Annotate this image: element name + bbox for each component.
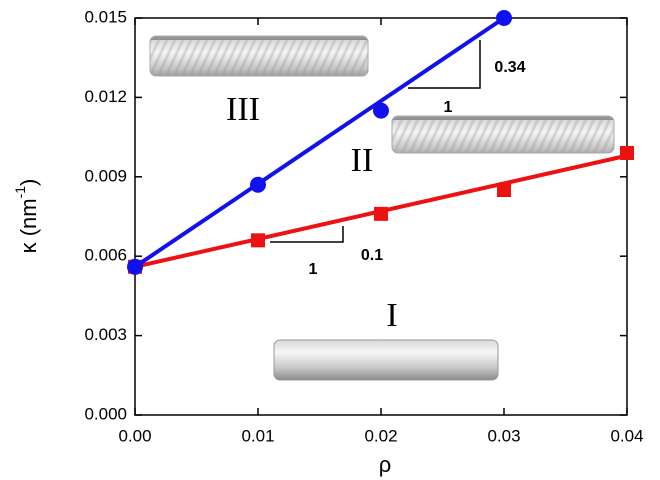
marker: [250, 177, 266, 193]
x-axis-label: ρ: [379, 452, 392, 477]
y-tick-label: 0.000: [84, 404, 127, 423]
y-tick-label: 0.012: [84, 87, 127, 106]
y-label-end: ): [16, 179, 41, 186]
marker: [374, 207, 388, 221]
page: {"chart_data": {"type": "line", "x_label…: [0, 0, 660, 480]
y-tick-label: 0.003: [84, 325, 127, 344]
annotation: III: [226, 91, 260, 128]
tube-i: [274, 340, 498, 380]
marker: [373, 103, 389, 119]
marker: [497, 183, 511, 197]
marker: [127, 259, 143, 275]
y-label-main: κ (nm: [16, 198, 41, 253]
y-tick-label: 0.009: [84, 166, 127, 185]
x-tick-label: 0.03: [487, 426, 520, 445]
tube-ii: [392, 116, 614, 153]
annotation: 1: [309, 261, 318, 278]
x-tick-label: 0.04: [610, 426, 643, 445]
annotation: 0.34: [494, 59, 525, 76]
y-axis-label: κ (nm-1): [12, 179, 41, 254]
tube-iii: [150, 36, 368, 76]
annotation: 1: [444, 99, 453, 116]
annotation: II: [351, 142, 374, 179]
slope-triangle: [408, 40, 480, 88]
annotation: 0.1: [361, 247, 383, 264]
y-tick-label: 0.015: [84, 7, 127, 26]
x-tick-label: 0.02: [364, 426, 397, 445]
marker: [620, 146, 634, 160]
x-tick-label: 0.01: [241, 426, 274, 445]
y-label-sup: -1: [12, 186, 28, 199]
x-tick-label: 0.00: [118, 426, 151, 445]
marker: [251, 233, 265, 247]
marker: [496, 10, 512, 26]
annotation: I: [386, 297, 397, 334]
chart: ρ κ (nm-1) 0.00 0.01 0.02 0.03 0.04 0.000 0.00…: [0, 0, 660, 480]
y-tick-label: 0.006: [84, 246, 127, 265]
